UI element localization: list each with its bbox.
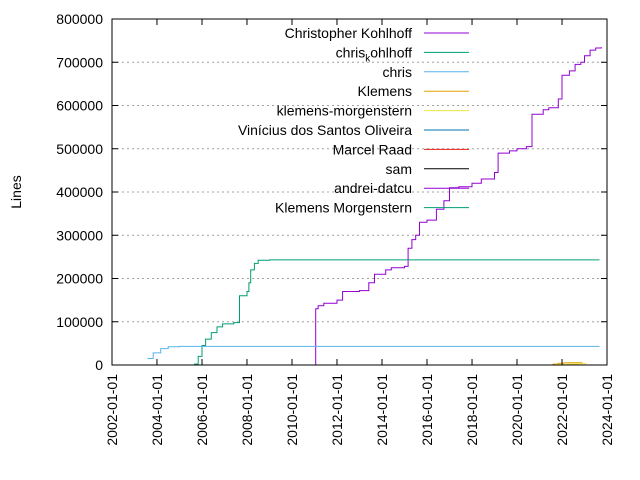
legend-label: Christopher Kohlhoff <box>285 25 412 41</box>
x-tick-label: 2024-01-01 <box>599 374 615 446</box>
legend-label: Klemens Morgenstern <box>275 200 412 216</box>
x-tick-label: 2002-01-01 <box>104 374 120 446</box>
series-line <box>554 363 587 366</box>
y-tick-label: 600000 <box>56 98 103 114</box>
y-tick-label: 700000 <box>56 54 103 70</box>
y-tick-label: 0 <box>95 357 103 373</box>
y-tick-label: 800000 <box>56 11 103 27</box>
legend-label: klemens-morgenstern <box>277 103 412 119</box>
series-lines <box>147 47 602 366</box>
series-line <box>147 345 600 359</box>
x-tick-label: 2020-01-01 <box>509 374 525 446</box>
x-tick-label: 2006-01-01 <box>194 374 210 446</box>
series-line <box>315 47 602 365</box>
y-axis-title: Lines <box>8 175 24 208</box>
y-tick-label: 200000 <box>56 271 103 287</box>
legend-label: chriskohlhoff <box>336 44 412 64</box>
legend-label: Klemens <box>358 83 412 99</box>
y-tick-label: 300000 <box>56 227 103 243</box>
x-tick-label: 2014-01-01 <box>374 374 390 446</box>
y-tick-label: 500000 <box>56 141 103 157</box>
legend-label: andrei-datcu <box>334 180 412 196</box>
legend-label: chris <box>382 64 412 80</box>
legend-label: sam <box>386 161 412 177</box>
x-tick-label: 2010-01-01 <box>284 374 300 446</box>
series-line <box>185 259 600 366</box>
legend-label: Marcel Raad <box>333 141 412 157</box>
y-axis-title-group: Lines <box>8 175 24 208</box>
y-tick-label: 100000 <box>56 314 103 330</box>
legend-label: Vinícius dos Santos Oliveira <box>238 122 412 138</box>
x-tick-label: 2012-01-01 <box>329 374 345 446</box>
x-tick-label: 2016-01-01 <box>419 374 435 446</box>
x-tick-label: 2008-01-01 <box>239 374 255 446</box>
y-tick-label: 400000 <box>56 184 103 200</box>
x-tick-label: 2022-01-01 <box>554 374 570 446</box>
x-tick-label: 2004-01-01 <box>149 374 165 446</box>
axis-ticks: 0 100000 200000 300000 400000 500000 600000 700… <box>56 11 615 446</box>
x-tick-label: 2018-01-01 <box>464 374 480 446</box>
